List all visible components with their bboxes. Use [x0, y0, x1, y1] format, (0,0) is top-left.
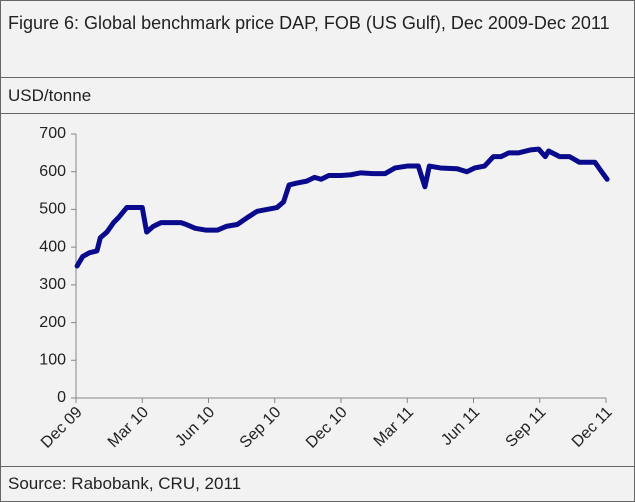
x-tick-label: Sep 11 [503, 404, 550, 451]
x-tick-label: Jun 10 [172, 404, 218, 450]
x-tick-label: Mar 11 [371, 404, 417, 450]
x-tick-label: Dec 09 [38, 404, 86, 452]
x-tick-label: Jun 11 [438, 404, 483, 449]
x-tick-label: Dec 10 [303, 404, 351, 452]
source: Source: Rabobank, CRU, 2011 [8, 474, 242, 493]
y-tick-label: 300 [39, 276, 66, 293]
x-tick-label: Mar 10 [105, 404, 152, 451]
y-tick-label: 400 [39, 238, 66, 255]
y-tick-label: 100 [39, 352, 66, 369]
x-tick-label: Sep 10 [237, 404, 285, 452]
y-tick-label: 700 [39, 125, 66, 142]
y-axis-label: USD/tonne [1, 78, 634, 114]
y-tick-label: 200 [39, 314, 66, 331]
y-tick-label: 500 [39, 201, 66, 218]
y-tick-label: 600 [39, 163, 66, 180]
x-tick-label: Dec 11 [569, 404, 616, 451]
line-series [74, 146, 610, 269]
chart: 0 100 200 300 400 500 600 700 Dec 09 Mar 10 Jun 10… [1, 125, 634, 467]
y-tick-label: 0 [57, 389, 66, 406]
chart-title: Figure 6: Global benchmark price DAP, FO… [1, 1, 634, 78]
